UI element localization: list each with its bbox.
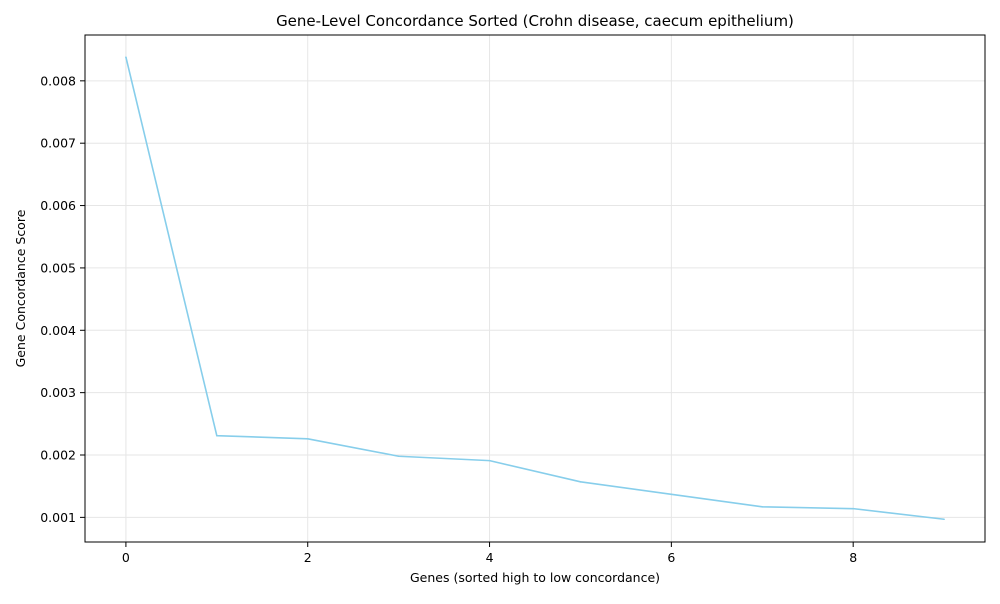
x-tick-label: 2 bbox=[304, 550, 312, 565]
plot-frame bbox=[84, 34, 986, 543]
y-tick-label: 0.006 bbox=[40, 198, 76, 213]
y-tick-label: 0.008 bbox=[40, 73, 76, 88]
series-line bbox=[125, 56, 945, 521]
data-point bbox=[397, 455, 400, 458]
data-point bbox=[216, 434, 218, 437]
data-point bbox=[125, 56, 127, 58]
y-tick-label: 0.004 bbox=[40, 323, 76, 338]
x-tick-label: 6 bbox=[667, 550, 675, 565]
y-tick-label: 0.005 bbox=[40, 260, 76, 275]
data-point bbox=[943, 518, 945, 521]
data-point bbox=[670, 493, 673, 496]
y-axis-label: Gene Concordance Score bbox=[13, 209, 28, 367]
data-point bbox=[852, 507, 854, 510]
data-point bbox=[761, 505, 764, 508]
y-tick-label: 0.003 bbox=[40, 385, 76, 400]
chart-title: Gene-Level Concordance Sorted (Crohn dis… bbox=[276, 12, 794, 30]
y-tick-label: 0.002 bbox=[40, 448, 76, 463]
y-tick-label: 0.007 bbox=[40, 136, 76, 151]
data-point bbox=[306, 437, 309, 440]
grid bbox=[85, 35, 985, 542]
x-tick-label: 8 bbox=[849, 550, 857, 565]
x-tick-label: 0 bbox=[122, 550, 130, 565]
ticks: 0 2 4 6 8 0.001 0.002 0.003 0.004 0.005 0.006 0.007… bbox=[40, 73, 857, 565]
series-layer bbox=[125, 56, 945, 521]
x-tick-label: 4 bbox=[486, 550, 494, 565]
data-point bbox=[488, 459, 491, 462]
y-tick-label: 0.001 bbox=[40, 510, 76, 525]
x-axis-label: Genes (sorted high to low concordance) bbox=[410, 570, 660, 585]
data-point bbox=[579, 481, 582, 483]
